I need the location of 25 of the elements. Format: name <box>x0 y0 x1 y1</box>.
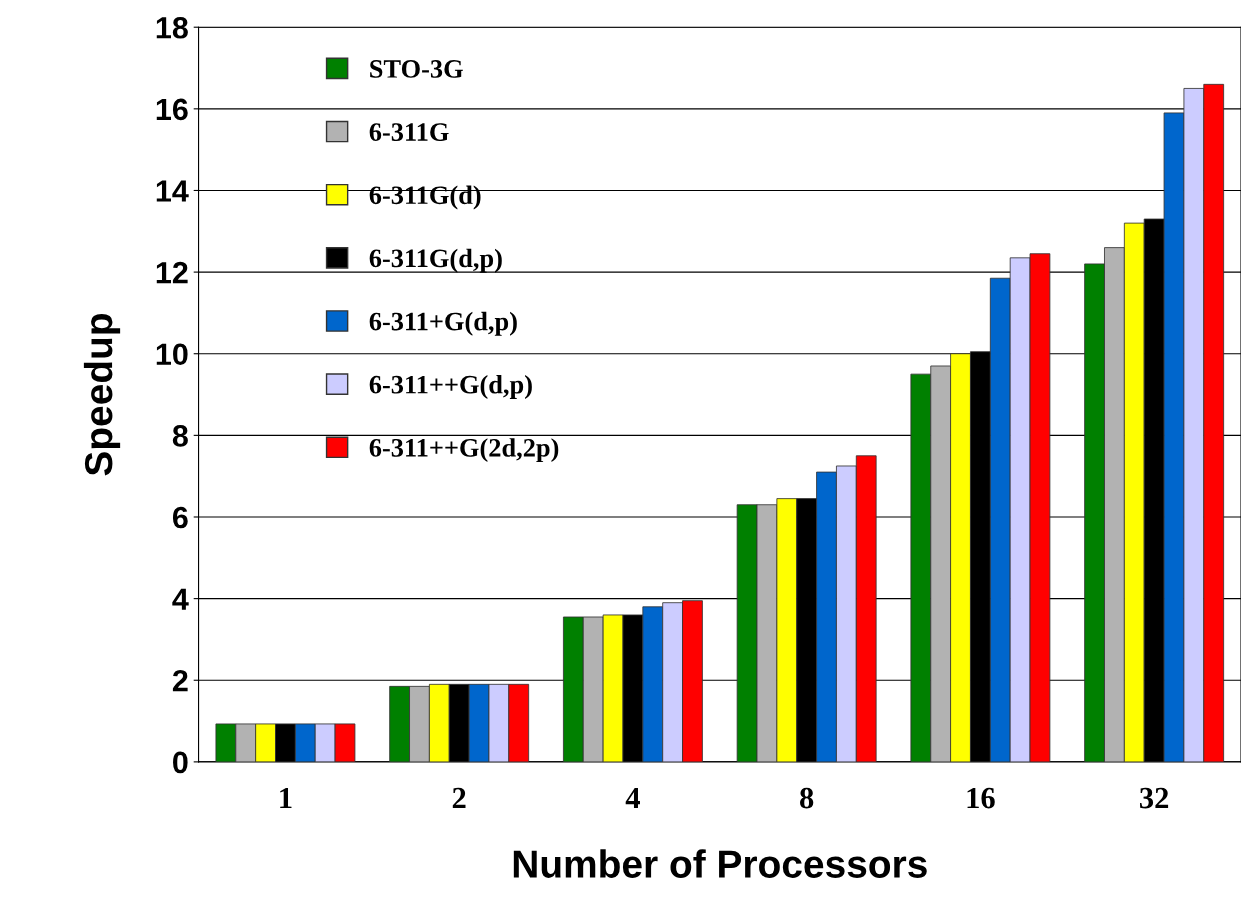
y-tick-label: 6 <box>172 506 188 529</box>
y-tick-label: 0 <box>173 751 188 774</box>
legend-label: 6-311G(d) <box>369 185 481 210</box>
legend-label: 6-311++G(2d,2p) <box>369 438 559 463</box>
x-tick-label: 2 <box>452 787 466 809</box>
legend-label: 6-311G <box>369 123 449 141</box>
y-tick-label: 12 <box>156 261 188 284</box>
y-tick-label: 14 <box>156 180 189 202</box>
legend-label: 6-311++G(d,p) <box>369 375 532 399</box>
x-tick-label: 16 <box>967 787 995 809</box>
y-axis-title: Speedup <box>83 314 121 476</box>
y-tick-label: 8 <box>172 425 188 447</box>
legend-label: 6-311G(d,p) <box>369 248 502 273</box>
legend-label: 6-311+G(d,p) <box>369 311 517 336</box>
legend-label: STO-3G <box>370 60 463 78</box>
y-tick-label: 16 <box>156 98 188 121</box>
x-tick-label: 1 <box>280 787 292 809</box>
y-tick-label: 2 <box>172 669 188 692</box>
x-tick-label: 4 <box>625 787 640 809</box>
x-tick-label: 32 <box>1140 787 1169 809</box>
x-tick-label: 8 <box>800 787 814 809</box>
y-tick-label: 10 <box>156 343 188 366</box>
x-axis-title: Number of Processors <box>513 849 927 878</box>
y-tick-label: 18 <box>156 16 188 39</box>
y-tick-label: 4 <box>172 588 189 610</box>
